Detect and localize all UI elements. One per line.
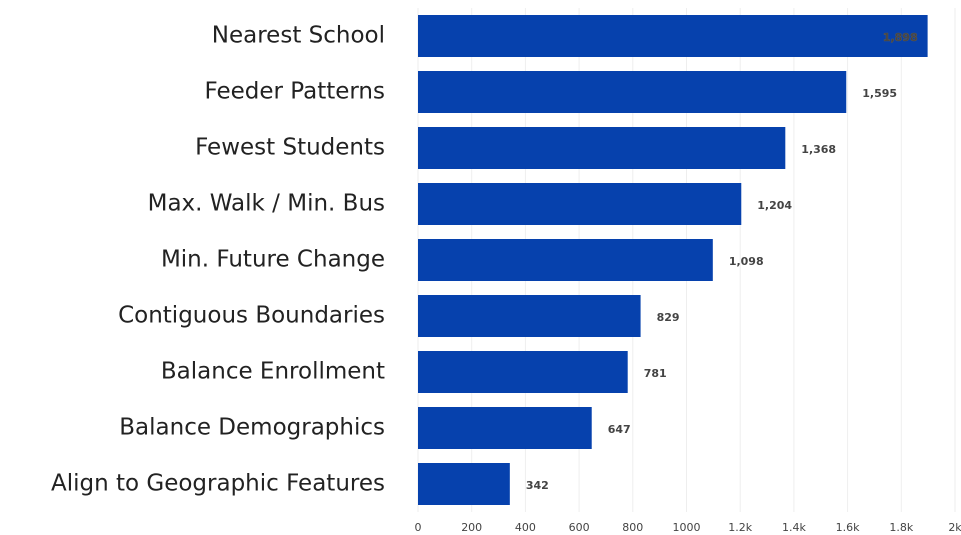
bar (418, 71, 847, 113)
category-label: Nearest School (212, 23, 385, 49)
category-label: Contiguous Boundaries (118, 303, 385, 329)
category-label: Feeder Patterns (204, 79, 385, 105)
bar (418, 127, 786, 169)
x-tick-label: 2k (948, 521, 961, 534)
x-tick-label: 1.6k (836, 521, 860, 534)
value-label: 1,898 (883, 31, 918, 44)
bar (418, 239, 713, 281)
value-label: 1,595 (862, 87, 897, 100)
category-label: Align to Geographic Features (51, 471, 385, 497)
x-tick-label: 1.8k (889, 521, 913, 534)
x-tick-label: 800 (622, 521, 643, 534)
category-label: Fewest Students (195, 135, 385, 161)
x-tick-label: 200 (461, 521, 482, 534)
bar (418, 407, 592, 449)
value-label: 342 (526, 479, 549, 492)
x-tick-label: 600 (569, 521, 590, 534)
bar (418, 183, 742, 225)
category-label: Balance Enrollment (161, 359, 385, 385)
value-label: 1,204 (757, 199, 792, 212)
x-tick-label: 1.2k (728, 521, 752, 534)
category-label: Balance Demographics (119, 415, 385, 441)
x-tick-label: 400 (515, 521, 536, 534)
bar (418, 351, 628, 393)
value-label: 781 (644, 367, 667, 380)
x-tick-label: 1000 (673, 521, 701, 534)
value-label: 1,368 (801, 143, 836, 156)
bar (418, 15, 928, 57)
bar (418, 295, 641, 337)
value-label: 1,098 (729, 255, 764, 268)
category-label: Max. Walk / Min. Bus (148, 191, 385, 217)
x-tick-label: 1.4k (782, 521, 806, 534)
bar (418, 463, 510, 505)
x-tick-label: 0 (415, 521, 422, 534)
category-label: Min. Future Change (161, 247, 385, 273)
value-label: 829 (657, 311, 680, 324)
value-label: 647 (608, 423, 631, 436)
